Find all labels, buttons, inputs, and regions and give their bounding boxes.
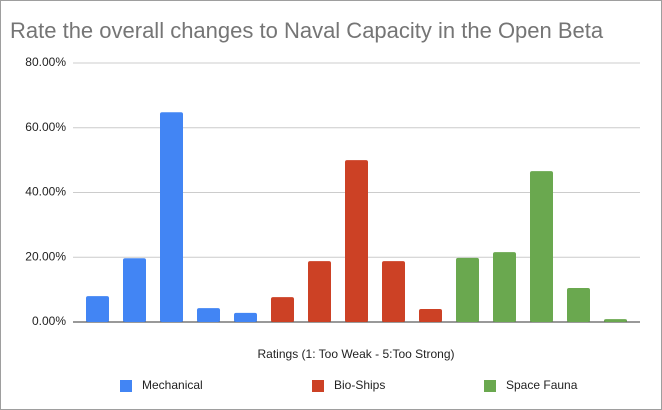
y-tick-label: 0.00% — [32, 314, 66, 328]
bar — [197, 308, 220, 322]
bar — [419, 309, 442, 322]
y-tick-label: 80.00% — [25, 55, 66, 69]
legend-label: Mechanical — [142, 378, 203, 392]
bar — [160, 112, 183, 323]
legend-label: Space Fauna — [506, 378, 578, 392]
bar — [382, 261, 405, 322]
bar — [271, 297, 294, 322]
legend-label: Bio-Ships — [334, 378, 385, 392]
bar — [456, 257, 479, 322]
x-axis-label: Ratings (1: Too Weak - 5:Too Strong) — [258, 347, 455, 361]
bar — [604, 319, 627, 322]
legend-swatch — [312, 380, 324, 392]
bar — [123, 258, 146, 322]
legend-swatch — [120, 380, 132, 392]
bar — [86, 296, 109, 322]
bar — [345, 160, 368, 322]
bar — [567, 288, 590, 322]
bar — [493, 252, 516, 322]
bar — [308, 261, 331, 322]
y-tick-label: 40.00% — [25, 185, 66, 199]
bar — [530, 171, 553, 322]
y-tick-label: 60.00% — [25, 120, 66, 134]
chart-title: Rate the overall changes to Naval Capaci… — [10, 18, 604, 43]
legend-swatch — [484, 380, 496, 392]
y-tick-label: 20.00% — [25, 249, 66, 263]
bar — [234, 312, 257, 322]
